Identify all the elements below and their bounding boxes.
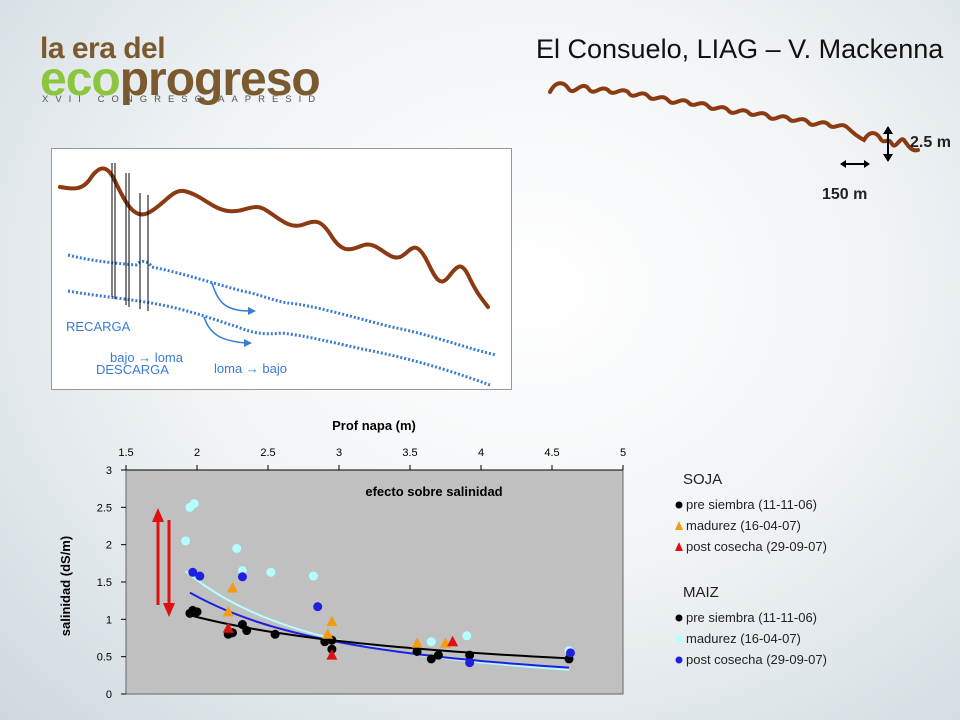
loma-bajo-label: loma → bajo — [214, 361, 287, 376]
water-table-upper — [67, 253, 497, 357]
logo-main-text: ecoprogreso — [40, 52, 321, 107]
y-tick-label: 1 — [106, 614, 112, 626]
logo-top-text: la era del — [40, 32, 166, 65]
data-point — [465, 658, 475, 668]
width-arrow — [840, 160, 870, 168]
logo-subtitle: XVII CONGRESO AAPRESID — [42, 94, 323, 105]
y-tick-label: 3 — [106, 465, 112, 477]
cross-section-svg — [58, 163, 497, 387]
legend-group-title: SOJA — [683, 471, 722, 488]
data-point — [447, 635, 459, 647]
width-scale-label: 150 m — [822, 186, 868, 203]
data-point — [195, 571, 205, 581]
red-double-arrow — [152, 508, 175, 617]
height-arrow — [883, 126, 893, 162]
legend-group-title: MAIZ — [683, 584, 719, 601]
data-point — [222, 605, 234, 617]
descarga-label: DESCARGA — [96, 362, 169, 377]
data-point — [181, 536, 191, 546]
data-point — [222, 622, 234, 633]
x-tick-label: 2 — [194, 447, 200, 459]
trendlines — [184, 570, 570, 671]
legend-label: post cosecha (29-09-07) — [686, 652, 827, 667]
legend-marker — [675, 635, 683, 643]
y-axis-label: salinidad (dS/m) — [58, 536, 73, 636]
data-marks — [181, 499, 575, 668]
slide-title: El Consuelo, LIAG – V. Mackenna — [536, 34, 944, 64]
soil-profile-graphic — [548, 81, 920, 168]
x-tick-label: 4.5 — [544, 447, 559, 459]
legend-label: pre siembra (11-11-06) — [686, 497, 817, 512]
data-point — [412, 646, 422, 656]
y-tick-label: 0.5 — [97, 652, 112, 664]
data-point — [433, 650, 443, 660]
water-table-lower — [67, 289, 491, 387]
data-point — [237, 572, 247, 582]
x-tick-label: 3 — [336, 447, 342, 459]
data-point — [313, 602, 323, 612]
legend-marker — [675, 501, 683, 509]
data-point — [188, 567, 198, 577]
data-point — [426, 637, 436, 647]
y-tick-label: 2.5 — [97, 502, 112, 514]
height-scale-label: 2.5 m — [910, 134, 951, 151]
soil-profile-line — [548, 81, 920, 153]
data-point — [192, 607, 202, 617]
x-tick-label: 2.5 — [260, 447, 275, 459]
legend-marker — [675, 614, 683, 622]
data-point — [227, 581, 238, 593]
well-lines — [111, 163, 149, 311]
data-point — [320, 637, 330, 647]
bajo-loma-label: bajo → loma — [110, 350, 183, 365]
data-point — [462, 631, 472, 641]
x-axis-label: Prof napa (m) — [332, 418, 416, 433]
data-point — [326, 649, 338, 660]
legend-marker — [675, 521, 683, 530]
legend-label: pre siembra (11-11-06) — [686, 610, 817, 625]
data-point — [232, 543, 242, 553]
y-tick-label: 2 — [106, 540, 112, 552]
logo-progreso: progreso — [119, 53, 321, 106]
data-point — [565, 648, 575, 658]
flow-arrow-1 — [211, 282, 251, 312]
x-tick-label: 4 — [478, 447, 484, 459]
data-point — [326, 615, 338, 627]
legend-label: madurez (16-04-07) — [686, 631, 801, 646]
data-point — [270, 629, 280, 639]
recarga-label: RECARGA — [66, 319, 131, 334]
data-point — [411, 637, 423, 648]
legend: SOJA pre siembra (11-11-06) madurez (16-04… — [675, 471, 827, 667]
legend-marker — [675, 656, 683, 664]
data-point — [189, 499, 199, 509]
data-point — [266, 567, 276, 577]
chart-title: efecto sobre salinidad — [365, 484, 502, 499]
trendline — [189, 614, 570, 660]
flow-arrow-2 — [203, 316, 247, 344]
data-point — [465, 650, 475, 660]
y-tick-label: 1.5 — [97, 577, 112, 589]
legend-marker — [675, 542, 683, 551]
trendline — [189, 591, 570, 669]
x-tick-label: 1.5 — [118, 447, 133, 459]
x-tick-label: 3.5 — [402, 447, 417, 459]
legend-label: madurez (16-04-07) — [686, 518, 801, 533]
logo-eco: eco — [40, 53, 121, 106]
chart-axes: 1.5 2 2.5 3 3.5 4 4.5 5 0 0.5 1 1.5 2 2.5 3 — [97, 447, 626, 701]
surface-line — [58, 166, 490, 309]
x-tick-label: 5 — [620, 447, 626, 459]
data-point — [242, 626, 252, 636]
data-point — [308, 571, 318, 581]
data-point — [426, 654, 436, 664]
y-tick-label: 0 — [106, 689, 112, 701]
cross-section-diagram: RECARGA bajo → loma DESCARGA loma → bajo — [51, 148, 512, 390]
legend-label: post cosecha (29-09-07) — [686, 539, 827, 554]
data-point — [322, 628, 334, 639]
